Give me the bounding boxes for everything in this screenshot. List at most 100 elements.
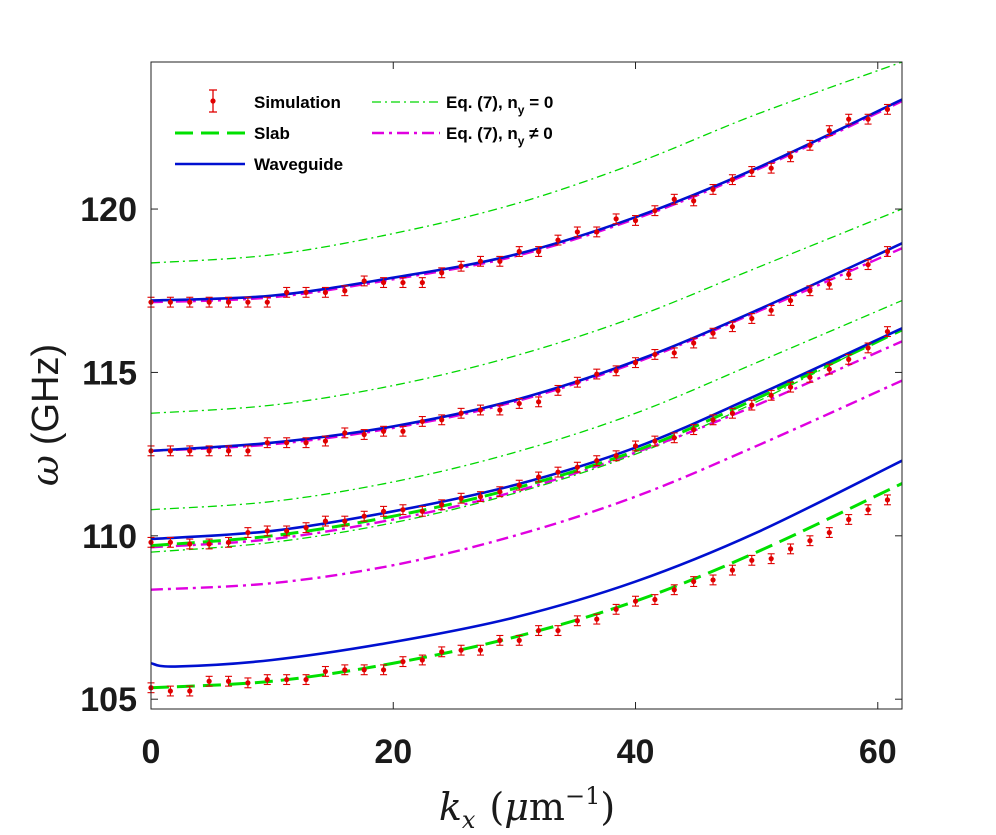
simulation-marker: [632, 360, 639, 366]
simulation-marker: [632, 598, 639, 604]
simulation-point: [496, 255, 504, 267]
simulation-marker: [768, 392, 774, 398]
simulation-point: [341, 285, 349, 297]
simulation-marker: [225, 678, 232, 684]
simulation-point: [806, 285, 814, 297]
simulation-point: [728, 321, 736, 333]
simulation-marker: [439, 649, 445, 655]
series-eq7-ny-ne0-line-11: [150, 340, 903, 549]
simulation-marker: [187, 688, 193, 694]
simulation-point: [515, 634, 523, 646]
simulation-marker: [729, 567, 736, 573]
simulation-point: [302, 674, 310, 686]
simulation-point: [186, 445, 194, 457]
simulation-point: [806, 535, 814, 547]
simulation-marker: [303, 525, 309, 531]
simulation-marker: [264, 299, 270, 305]
simulation-point: [283, 437, 291, 449]
legend: Simulation Slab Waveguide Eq. (7), ny = …: [175, 89, 553, 174]
simulation-point: [438, 414, 446, 426]
simulation-point: [883, 246, 891, 257]
series-slab-line-4: [150, 482, 903, 690]
simulation-point: [399, 656, 407, 668]
simulation-marker: [594, 229, 600, 235]
simulation-marker: [613, 216, 619, 222]
simulation-point: [457, 644, 465, 656]
simulation-point: [864, 504, 872, 516]
simulation-point: [283, 525, 291, 537]
simulation-marker: [826, 128, 832, 134]
simulation-marker: [400, 428, 406, 434]
simulation-point: [515, 479, 523, 491]
simulation-marker: [400, 659, 406, 665]
simulation-point: [864, 113, 872, 125]
simulation-point: [806, 139, 814, 151]
legend-item-waveguide: Waveguide: [175, 155, 343, 174]
simulation-point: [554, 384, 562, 396]
simulation-marker: [691, 578, 697, 585]
simulation-marker: [768, 556, 774, 562]
simulation-marker: [710, 330, 716, 336]
simulation-marker: [206, 678, 212, 684]
simulation-point: [457, 407, 465, 419]
simulation-point: [476, 255, 484, 267]
simulation-marker: [787, 546, 794, 552]
simulation-marker: [439, 417, 445, 423]
simulation-point: [457, 492, 465, 504]
x-axis-label: kx (μm−1): [439, 782, 615, 834]
simulation-point: [166, 685, 174, 697]
simulation-marker: [206, 448, 212, 454]
simulation-marker: [361, 667, 367, 673]
simulation-marker: [787, 384, 794, 390]
simulation-point: [321, 665, 329, 677]
simulation-point: [321, 286, 329, 298]
simulation-point: [496, 634, 504, 646]
simulation-marker: [419, 418, 425, 425]
simulation-point: [709, 414, 717, 426]
simulation-point: [321, 515, 329, 527]
simulation-marker: [400, 507, 406, 513]
simulation-marker: [380, 667, 387, 673]
simulation-marker: [322, 438, 329, 444]
simulation-point: [593, 455, 601, 467]
simulation-point: [321, 435, 329, 447]
simulation-point: [748, 399, 756, 411]
simulation-marker: [652, 438, 658, 444]
simulation-marker: [167, 448, 173, 454]
simulation-point: [806, 371, 814, 383]
simulation-point: [186, 685, 194, 697]
simulation-marker: [555, 237, 561, 243]
simulation-marker: [729, 177, 736, 183]
simulation-point: [787, 151, 795, 163]
legend-item-eq7-ny-ne0: Eq. (7), ny ≠ 0: [372, 124, 553, 148]
simulation-marker: [245, 529, 251, 536]
simulation-marker: [206, 299, 212, 305]
y-tick-label: 105: [80, 681, 137, 719]
simulation-marker: [361, 278, 367, 284]
simulation-marker: [846, 516, 852, 523]
simulation-point: [399, 504, 407, 516]
simulation-point: [670, 193, 678, 205]
simulation-point: [573, 461, 581, 473]
simulation-point: [612, 213, 620, 225]
simulation-point: [418, 505, 426, 517]
simulation-marker: [303, 440, 309, 446]
series-eq7-ny-ne0-line-12: [150, 247, 903, 453]
series-eq7-ny0-line-8: [150, 208, 903, 414]
simulation-marker: [516, 248, 522, 255]
simulation-point: [767, 389, 775, 401]
simulation-point: [883, 494, 891, 506]
simulation-point: [302, 286, 310, 298]
simulation-marker: [322, 518, 329, 524]
simulation-marker: [322, 668, 329, 675]
simulation-marker: [594, 458, 600, 464]
simulation-marker: [768, 307, 774, 313]
simulation-marker: [284, 440, 290, 446]
simulation-point: [418, 277, 426, 289]
simulation-point: [476, 644, 484, 656]
simulation-marker: [652, 208, 658, 214]
simulation-marker: [846, 116, 852, 122]
simulation-point: [535, 471, 543, 483]
simulation-marker: [536, 474, 542, 480]
simulation-marker: [380, 279, 387, 286]
